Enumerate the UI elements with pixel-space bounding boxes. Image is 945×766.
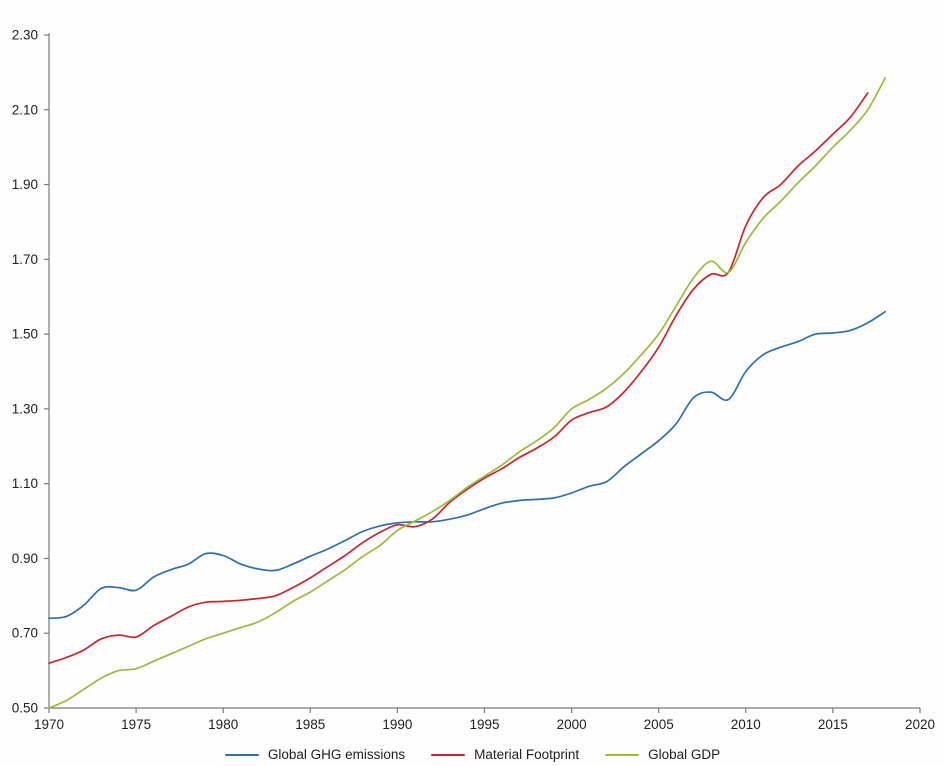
x-tick-label: 1985	[295, 717, 325, 732]
y-tick-label: 0.50	[12, 701, 38, 716]
x-tick-label: 1995	[469, 717, 499, 732]
y-tick-label: 1.10	[12, 476, 38, 491]
legend-line-swatch-red	[431, 753, 466, 756]
y-tick-label: 2.30	[12, 28, 38, 43]
y-tick-label: 1.70	[12, 252, 38, 267]
y-tick-label: 2.10	[12, 102, 38, 117]
legend-label: Global GHG emissions	[267, 747, 406, 762]
x-tick-label: 2005	[644, 717, 674, 732]
y-tick-label: 0.90	[12, 551, 38, 566]
series-line-global-ghg-emissions	[48, 310, 887, 620]
y-tick-label: 1.50	[12, 327, 38, 342]
x-tick-label: 1980	[208, 717, 238, 732]
x-tick-label: 2020	[905, 717, 935, 732]
y-tick-label: 0.70	[12, 626, 38, 641]
y-tick-label: 1.30	[12, 401, 38, 416]
legend-line-swatch-green	[605, 753, 640, 756]
legend-label: Material Footprint	[474, 747, 580, 762]
legend-item-global-gdp: Global GDP	[605, 747, 720, 762]
line-chart: 0.50 0.70 0.90 1.10 1.30 1.50 1.70 1.90 2.10 2.30…	[12, 28, 935, 733]
y-tick-label: 1.90	[12, 177, 38, 192]
legend-line-swatch-blue	[224, 753, 259, 756]
x-tick-label: 1990	[382, 717, 412, 732]
series-line-material-footprint	[48, 92, 869, 664]
x-tick-label: 1975	[121, 717, 151, 732]
x-tick-label: 2015	[818, 717, 848, 732]
legend-item-global-ghg-emissions: Global GHG emissions	[224, 747, 406, 762]
x-tick-label: 2000	[557, 717, 587, 732]
legend-item-material-footprint: Material Footprint	[431, 747, 579, 762]
chart-legend: Global GHG emissions Material Footprint …	[0, 747, 945, 762]
series-line-global-gdp	[48, 77, 887, 709]
x-tick-label: 2010	[731, 717, 761, 732]
x-tick-label: 1970	[34, 717, 64, 732]
legend-label: Global GDP	[648, 747, 721, 762]
